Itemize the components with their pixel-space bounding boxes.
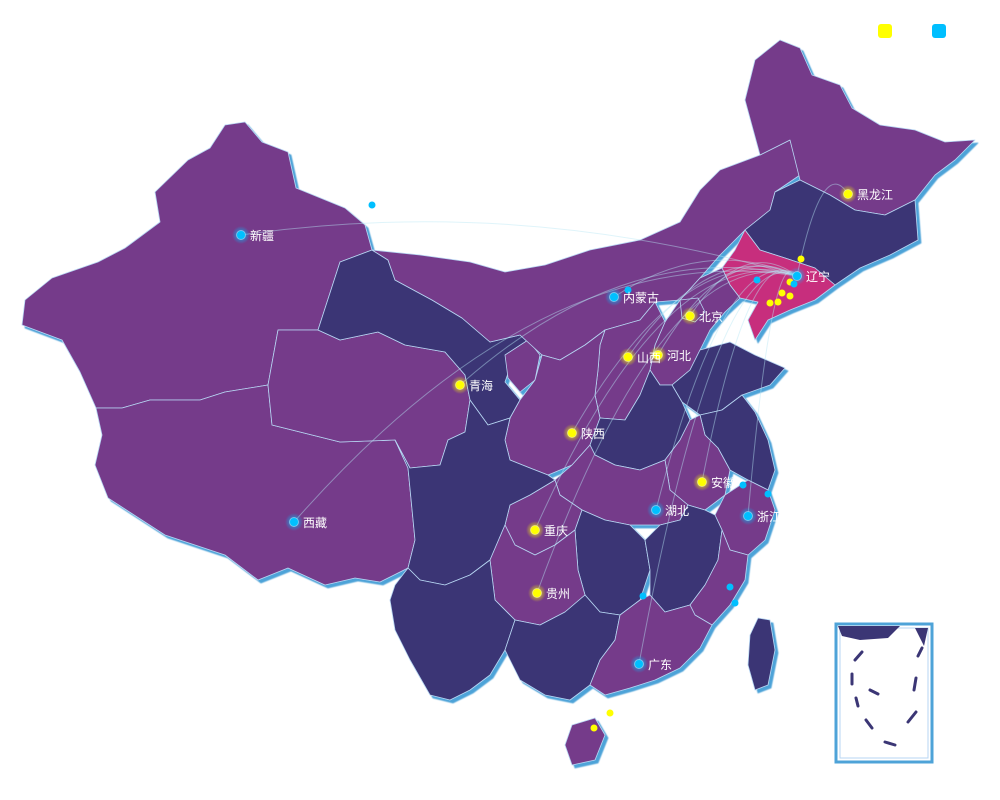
city-point[interactable] xyxy=(530,525,540,535)
flow-line xyxy=(536,271,798,594)
city-label: 湖北 xyxy=(665,503,689,518)
city-point[interactable] xyxy=(609,292,619,302)
flow-line xyxy=(796,183,849,277)
flow-line xyxy=(613,259,798,298)
south-china-sea-inset xyxy=(834,622,934,764)
flow-marker xyxy=(739,481,747,489)
region-taiwan[interactable] xyxy=(747,617,776,691)
flow-line xyxy=(571,268,798,434)
city-point[interactable] xyxy=(634,659,644,669)
flow-marker xyxy=(731,599,739,607)
flow-marker xyxy=(753,276,761,284)
flow-marker xyxy=(726,583,734,591)
flow-lines xyxy=(240,183,849,665)
flow-line xyxy=(655,270,798,511)
region-inner-mongolia[interactable] xyxy=(371,139,801,361)
flow-marker xyxy=(786,292,794,300)
city-label: 贵州 xyxy=(546,587,570,601)
flow-marker xyxy=(778,289,786,297)
city-point[interactable] xyxy=(567,428,577,438)
city-label: 重庆 xyxy=(544,524,568,538)
region-hainan[interactable] xyxy=(564,717,606,766)
flow-marker xyxy=(590,724,598,732)
city-label: 广东 xyxy=(648,658,672,672)
flow-line xyxy=(534,270,798,531)
city-label: 西藏 xyxy=(303,516,327,530)
city-point[interactable] xyxy=(697,477,707,487)
city-label: 山西 xyxy=(637,351,661,365)
legend-swatch-blue xyxy=(932,24,946,38)
city-point[interactable] xyxy=(843,189,853,199)
flow-marker xyxy=(774,298,782,306)
flow-marker xyxy=(797,255,805,263)
flow-marker xyxy=(790,280,798,288)
flow-marker xyxy=(368,201,376,209)
city-label: 新疆 xyxy=(250,228,274,243)
flow-line xyxy=(293,270,798,523)
flow-marker xyxy=(639,592,647,600)
city-label: 河北 xyxy=(667,349,691,363)
city-point[interactable] xyxy=(455,380,465,390)
flow-line xyxy=(689,262,798,317)
flow-line xyxy=(240,221,798,277)
flow-line xyxy=(638,272,798,665)
city-label: 青海 xyxy=(469,378,493,393)
city-point[interactable] xyxy=(532,588,542,598)
flow-marker xyxy=(606,709,614,717)
flow-line xyxy=(459,267,798,386)
city-label: 浙江 xyxy=(757,510,781,524)
city-point[interactable] xyxy=(236,230,246,240)
city-point[interactable] xyxy=(289,517,299,527)
city-label: 安徽 xyxy=(711,475,735,490)
city-points xyxy=(232,185,857,732)
legend-item-yellow[interactable] xyxy=(878,24,892,38)
flow-marker xyxy=(764,490,772,498)
flow-marker xyxy=(766,299,774,307)
city-label: 辽宁 xyxy=(806,269,830,284)
flow-marker xyxy=(624,286,632,294)
city-point[interactable] xyxy=(743,511,753,521)
legend-swatch-yellow xyxy=(878,24,892,38)
city-label: 陕西 xyxy=(581,426,605,441)
city-point[interactable] xyxy=(623,352,633,362)
flow-line xyxy=(627,265,798,358)
city-point[interactable] xyxy=(651,505,661,515)
legend xyxy=(878,24,946,38)
city-label: 北京 xyxy=(699,310,723,324)
city-label: 黑龙江 xyxy=(857,188,893,202)
city-point[interactable] xyxy=(792,271,802,281)
city-point[interactable] xyxy=(685,311,695,321)
city-label: 内蒙古 xyxy=(623,290,659,305)
legend-item-blue[interactable] xyxy=(932,24,946,38)
flow-line xyxy=(657,265,798,356)
region-guangdong[interactable] xyxy=(589,594,713,696)
flow-line xyxy=(701,270,798,483)
region-yunnan[interactable] xyxy=(389,559,516,701)
city-point[interactable] xyxy=(653,350,663,360)
